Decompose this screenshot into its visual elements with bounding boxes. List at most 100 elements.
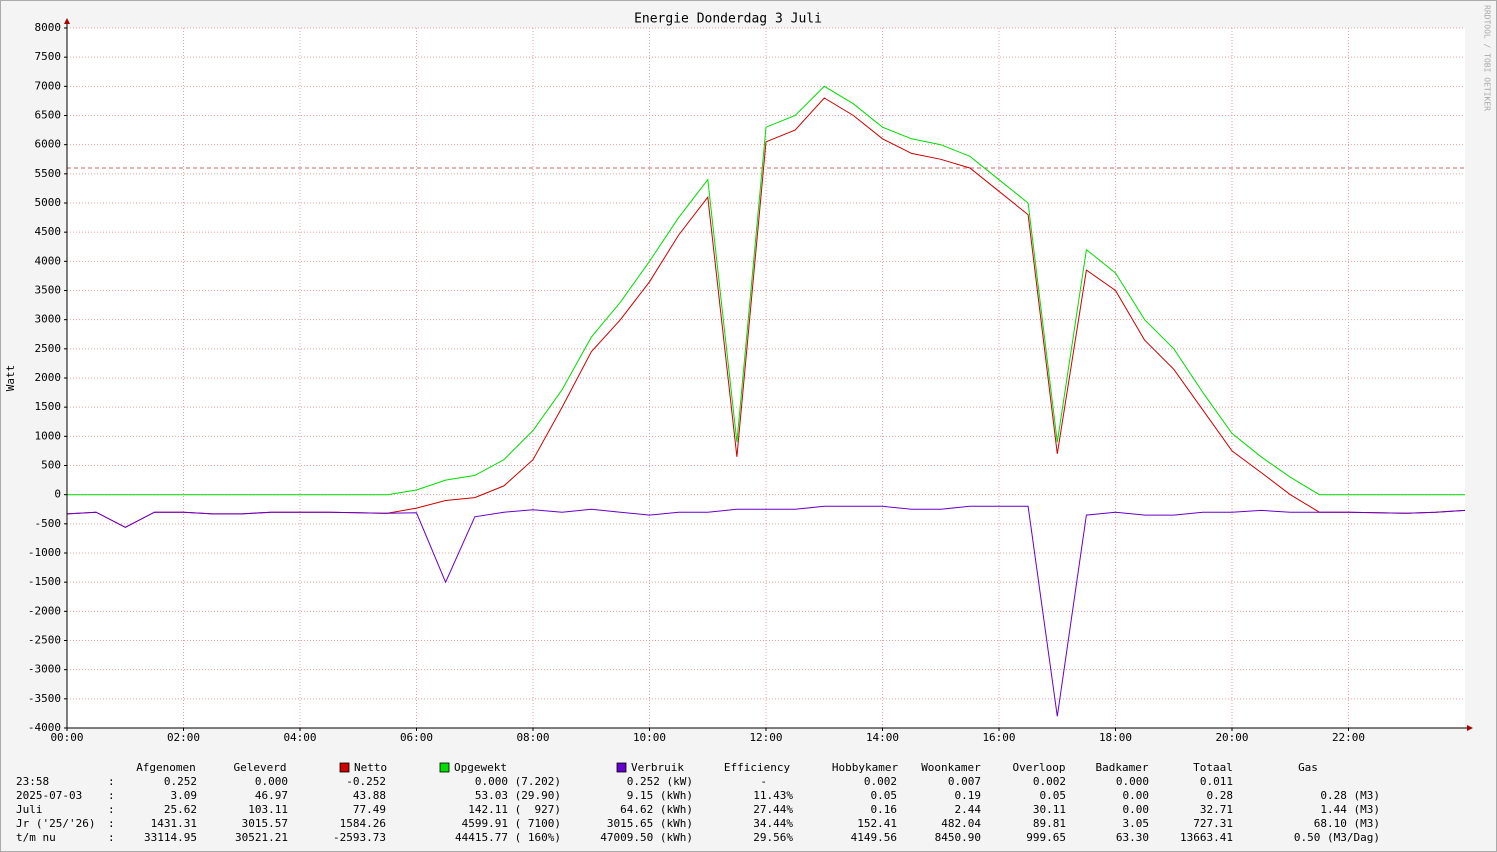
separator: : — [108, 789, 115, 802]
table-cell: 152.41 — [857, 817, 897, 830]
y-tick-label: -2000 — [28, 604, 61, 617]
legend-swatch — [339, 762, 350, 773]
table-cell: 0.252 (kW) — [627, 775, 693, 788]
x-tick-label: 00:00 — [50, 731, 83, 744]
table-cell: 4599.91 ( 7100) — [462, 817, 561, 830]
y-tick-label: -2500 — [28, 634, 61, 647]
x-tick-label: 12:00 — [749, 731, 782, 744]
x-tick-label: 04:00 — [283, 731, 316, 744]
table-cell: 3015.65 (kWh) — [607, 817, 693, 830]
table-cell: 0.002 — [864, 775, 897, 788]
table-cell: -0.252 — [346, 775, 386, 788]
table-header: Overloop — [1013, 761, 1066, 774]
table-cell: 9.15 (kWh) — [627, 789, 693, 802]
separator: : — [108, 831, 115, 844]
x-tick-label: 22:00 — [1332, 731, 1365, 744]
series-line — [67, 85, 1465, 496]
table-cell: 30521.21 — [235, 831, 288, 844]
table-cell: 34.44% — [753, 817, 793, 830]
table-cell: 27.44% — [753, 803, 793, 816]
x-tick-label: 06:00 — [400, 731, 433, 744]
y-tick-label: -3500 — [28, 692, 61, 705]
table-cell: 64.62 (kWh) — [620, 803, 693, 816]
y-tick-label: -3000 — [28, 663, 61, 676]
y-tick-label: -1500 — [28, 575, 61, 588]
row-label: t/m nu — [16, 831, 56, 844]
legend-swatch — [616, 762, 627, 773]
table-cell: 0.000 (7.202) — [475, 775, 561, 788]
y-tick-label: 4500 — [35, 225, 62, 238]
legend-label: Opgewekt — [454, 761, 507, 774]
table-cell: 68.10 (M3) — [1314, 817, 1380, 830]
y-tick-label: 2500 — [35, 342, 62, 355]
table-cell: 4149.56 — [851, 831, 897, 844]
table-cell: 3.05 — [1123, 817, 1150, 830]
table-header: Totaal — [1193, 761, 1233, 774]
legend-label: Verbruik — [631, 761, 684, 774]
separator: : — [108, 817, 115, 830]
table-cell: 32.71 — [1200, 803, 1233, 816]
y-tick-label: 5000 — [35, 196, 62, 209]
table-header: Badkamer — [1096, 761, 1149, 774]
chart-title: Energie Donderdag 3 Juli — [634, 12, 822, 27]
y-tick-label: 4000 — [35, 254, 62, 267]
y-tick-label: 1500 — [35, 400, 62, 413]
y-tick-label: -500 — [35, 517, 62, 530]
row-label: Juli — [16, 803, 43, 816]
legend-swatch — [439, 762, 450, 773]
x-tick-label: 18:00 — [1099, 731, 1132, 744]
table-cell: 46.97 — [255, 789, 288, 802]
row-label: 23:58 — [16, 775, 49, 788]
table-cell: 0.000 — [1116, 775, 1149, 788]
separator: : — [108, 775, 115, 788]
table-cell: 482.04 — [941, 817, 981, 830]
y-tick-label: 7000 — [35, 79, 62, 92]
x-tick-label: 10:00 — [633, 731, 666, 744]
table-header: Gas — [1298, 761, 1318, 774]
table-cell: 63.30 — [1116, 831, 1149, 844]
table-cell: 44415.77 ( 160%) — [455, 831, 561, 844]
table-cell: 0.252 — [164, 775, 197, 788]
x-tick-label: 08:00 — [516, 731, 549, 744]
y-tick-label: 0 — [54, 488, 61, 501]
legend-label: Netto — [354, 761, 387, 774]
table-cell: 89.81 — [1033, 817, 1066, 830]
table-cell: 1431.31 — [151, 817, 197, 830]
y-tick-label: 6500 — [35, 109, 62, 122]
y-tick-label: 2000 — [35, 371, 62, 384]
row-label: 2025-07-03 — [16, 789, 82, 802]
y-tick-label: 3000 — [35, 313, 62, 326]
table-cell: 0.16 — [871, 803, 898, 816]
y-tick-label: 8000 — [35, 21, 62, 34]
table-cell: 77.49 — [353, 803, 386, 816]
y-tick-label: 500 — [41, 459, 61, 472]
table-cell: 2.44 — [955, 803, 982, 816]
x-tick-label: 20:00 — [1215, 731, 1248, 744]
table-cell: 0.28 — [1207, 789, 1234, 802]
table-header: Efficiency — [724, 761, 791, 774]
x-tick-label: 16:00 — [982, 731, 1015, 744]
table-cell: 0.00 — [1123, 789, 1150, 802]
table-cell: 0.000 — [255, 775, 288, 788]
table-cell: 53.03 (29.90) — [475, 789, 561, 802]
table-cell: 142.11 ( 927) — [468, 803, 561, 816]
y-tick-label: 3500 — [35, 284, 62, 297]
table-cell: 13663.41 — [1180, 831, 1233, 844]
table-cell: 8450.90 — [935, 831, 981, 844]
y-tick-label: 7500 — [35, 50, 62, 63]
table-cell: 0.50 (M3/Dag) — [1294, 831, 1380, 844]
table-cell: 33114.95 — [144, 831, 197, 844]
separator: : — [108, 803, 115, 816]
table-cell: 0.00 — [1123, 803, 1150, 816]
y-tick-label: 6000 — [35, 138, 62, 151]
y-tick-label: 1000 — [35, 429, 62, 442]
table-cell: 11.43% — [753, 789, 793, 802]
table-cell: 3.09 — [171, 789, 198, 802]
table-cell: 0.007 — [948, 775, 981, 788]
table-cell: -2593.73 — [333, 831, 386, 844]
table-cell: 999.65 — [1026, 831, 1066, 844]
y-tick-label: 5500 — [35, 167, 62, 180]
table-cell: 3015.57 — [242, 817, 288, 830]
y-axis-label: Watt — [4, 365, 17, 392]
